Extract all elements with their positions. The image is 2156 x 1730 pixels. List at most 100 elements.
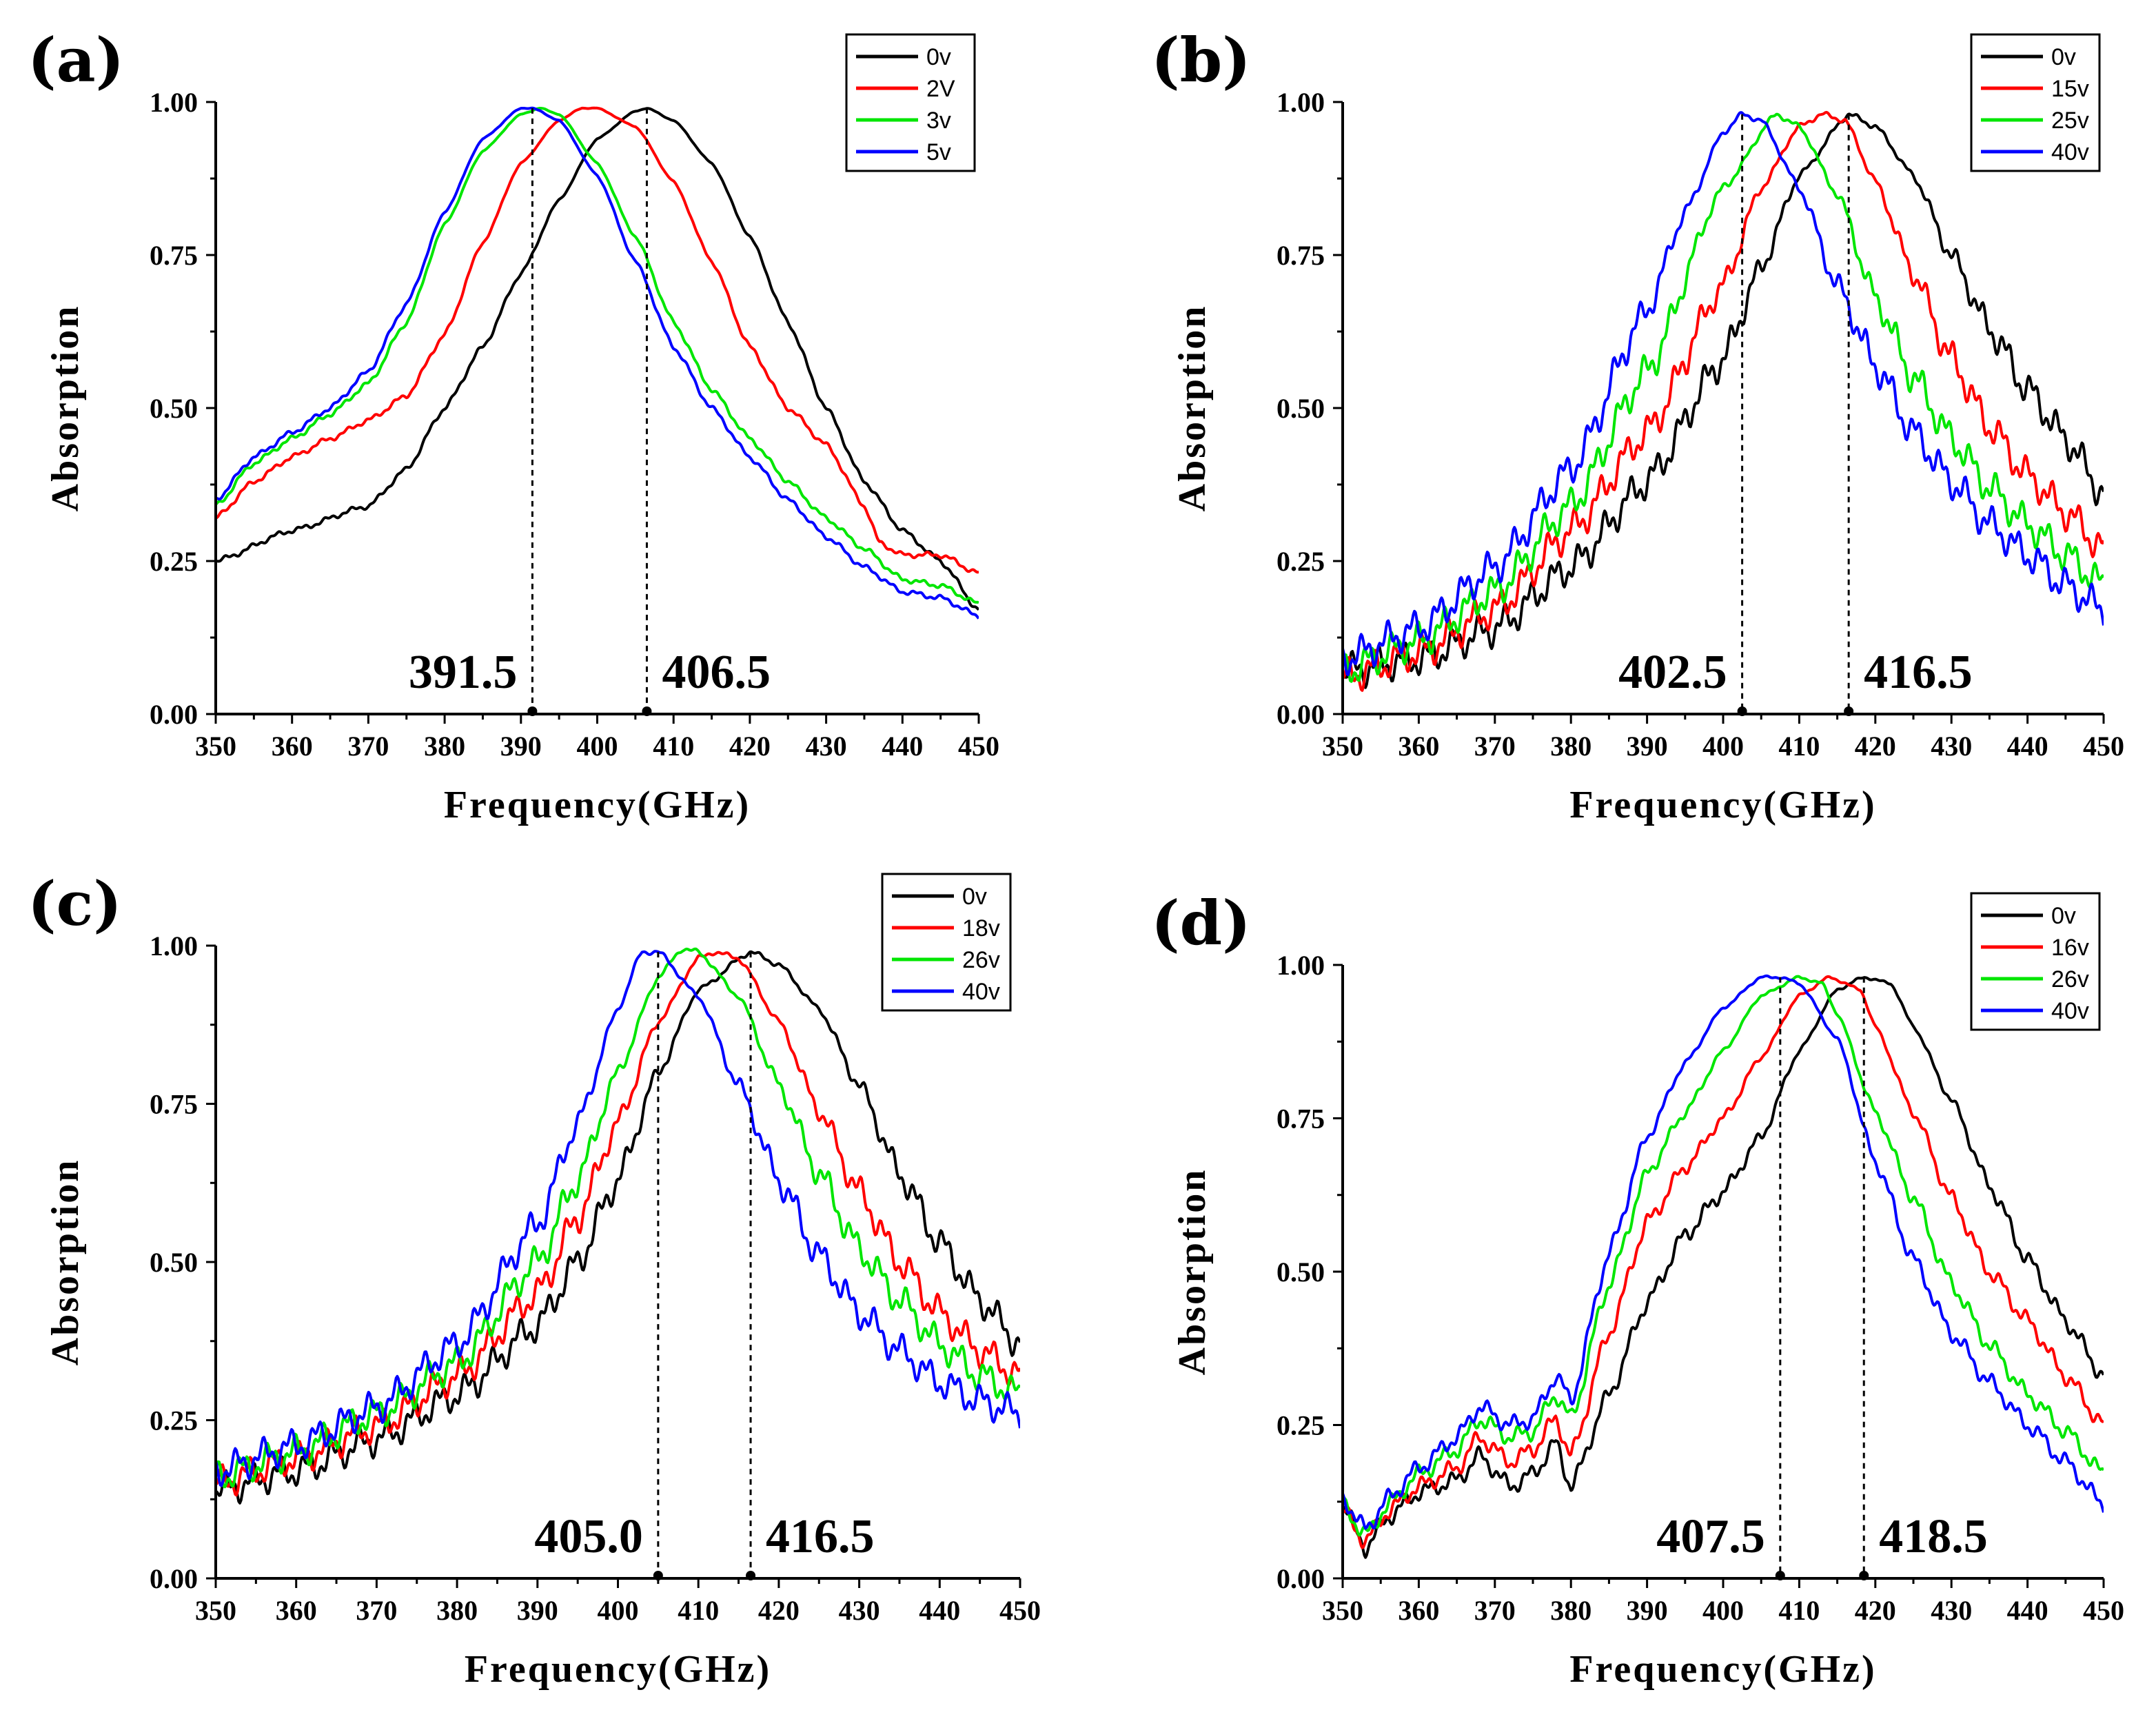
- x-axis-label: Frequency(GHz): [465, 1648, 771, 1691]
- x-tick-label: 420: [729, 731, 771, 762]
- series-line-25v: [1343, 112, 2104, 683]
- peak-label: 416.5: [766, 1510, 875, 1563]
- legend-entry: 15v: [2051, 76, 2089, 102]
- x-tick-label: 370: [347, 731, 389, 762]
- x-tick-label: 450: [958, 731, 999, 762]
- y-tick-label: 0.00: [150, 1563, 198, 1594]
- series-line-0v: [216, 950, 1020, 1505]
- y-tick-label: 0.50: [150, 1247, 198, 1278]
- x-tick-label: 400: [1702, 1595, 1744, 1626]
- x-axis-label: Frequency(GHz): [1569, 784, 1876, 826]
- x-tick-label: 410: [1778, 731, 1820, 762]
- x-tick-label: 380: [1550, 731, 1591, 762]
- legend-entry: 0v: [2051, 44, 2076, 70]
- y-tick-label: 0.25: [150, 546, 198, 577]
- y-tick-label: 0.00: [1277, 699, 1325, 730]
- x-tick-label: 430: [806, 731, 847, 762]
- series-line-40v: [1343, 974, 2104, 1530]
- y-axis-label: Absorption: [44, 305, 87, 512]
- legend-entry: 26v: [962, 947, 1000, 973]
- x-tick-label: 380: [436, 1595, 478, 1626]
- chart-panel-c: (c) 405.0 416.5 350 360 370 380 390 400 410 420 430…: [28, 868, 1041, 1691]
- legend-entry: 40v: [2051, 139, 2089, 165]
- series-line-15v: [1343, 110, 2104, 692]
- peak-marker: 391.5: [409, 108, 538, 716]
- chart-panel-b: (b) 402.5 416.5 350 360 370 380 390 400 410 420 430…: [1151, 24, 2124, 826]
- legend: 0v 18v 26v 40v: [881, 873, 1012, 1012]
- legend-entry: 0v: [926, 44, 951, 70]
- y-tick-label: 0.25: [1277, 1410, 1325, 1441]
- peak-marker: 406.5: [642, 108, 771, 716]
- series-line-16v: [1343, 975, 2104, 1549]
- x-tick-label: 400: [1702, 731, 1744, 762]
- x-tick-label: 370: [1474, 731, 1516, 762]
- x-tick-label: 450: [2083, 731, 2124, 762]
- chart-panel-d: (d) 407.5 418.5 350 360 370 380 390 400 410 420 430…: [1151, 887, 2124, 1691]
- legend-entry: 16v: [2051, 935, 2089, 961]
- x-tick-label: 440: [882, 731, 923, 762]
- peak-label: 391.5: [409, 646, 518, 699]
- series-line-0v: [216, 107, 979, 611]
- y-tick-label: 0.50: [1277, 1256, 1325, 1288]
- panel-label: (c): [28, 868, 122, 939]
- x-tick-label: 390: [1627, 1595, 1668, 1626]
- series-group: [1343, 110, 2104, 692]
- series-line-5v: [216, 106, 979, 620]
- legend-entry: 40v: [2051, 998, 2089, 1024]
- peak-label: 416.5: [1864, 646, 1973, 699]
- series-line-2V: [216, 106, 979, 574]
- y-tick-label: 0.25: [1277, 546, 1325, 577]
- x-tick-label: 400: [598, 1595, 639, 1626]
- y-tick-label: 1.00: [150, 930, 198, 961]
- x-tick-label: 360: [272, 731, 313, 762]
- series-group: [1343, 974, 2104, 1559]
- y-tick-label: 1.00: [1277, 950, 1325, 981]
- x-tick-label: 450: [2083, 1595, 2124, 1626]
- x-tick-label: 450: [999, 1595, 1041, 1626]
- series-line-0v: [1343, 112, 2104, 689]
- x-tick-label: 420: [1855, 1595, 1896, 1626]
- panel-label: (d): [1151, 887, 1251, 959]
- legend-entry: 26v: [2051, 966, 2089, 993]
- x-tick-label: 440: [2007, 1595, 2048, 1626]
- x-axis-label: Frequency(GHz): [444, 784, 751, 826]
- legend: 0v 2V 3v 5v: [845, 33, 976, 172]
- x-tick-label: 410: [1778, 1595, 1820, 1626]
- legend-entry: 18v: [962, 915, 1000, 942]
- y-tick-label: 0.00: [150, 699, 198, 730]
- peak-label: 418.5: [1879, 1510, 1988, 1563]
- y-axis-label: Absorption: [1171, 1168, 1214, 1376]
- x-tick-label: 350: [1322, 1595, 1363, 1626]
- series-line-18v: [216, 950, 1020, 1497]
- x-tick-label: 370: [1474, 1595, 1516, 1626]
- peak-marker: 416.5: [746, 952, 875, 1580]
- series-line-26v: [1343, 975, 2104, 1537]
- legend-entry: 3v: [926, 108, 951, 134]
- y-tick-label: 0.00: [1277, 1563, 1325, 1594]
- x-axis-label: Frequency(GHz): [1569, 1648, 1876, 1691]
- peak-label: 402.5: [1618, 646, 1727, 699]
- x-tick-label: 350: [1322, 731, 1363, 762]
- x-tick-label: 400: [577, 731, 618, 762]
- legend-entry: 5v: [926, 139, 951, 165]
- peak-marker: 416.5: [1844, 114, 1973, 716]
- x-tick-label: 430: [1931, 1595, 1972, 1626]
- series-line-40v: [216, 950, 1020, 1487]
- x-tick-label: 360: [1398, 1595, 1439, 1626]
- legend-entry: 0v: [962, 884, 987, 910]
- y-tick-label: 1.00: [1277, 87, 1325, 118]
- x-tick-label: 420: [1855, 731, 1896, 762]
- panel-label: (a): [28, 24, 124, 96]
- x-tick-label: 350: [195, 1595, 236, 1626]
- x-tick-label: 430: [1931, 731, 1972, 762]
- y-axis-label: Absorption: [44, 1159, 87, 1366]
- x-tick-label: 390: [517, 1595, 558, 1626]
- legend-entry: 2V: [926, 76, 955, 102]
- y-tick-label: 0.50: [1277, 393, 1325, 424]
- x-tick-label: 410: [678, 1595, 719, 1626]
- x-tick-label: 370: [356, 1595, 397, 1626]
- y-tick-label: 0.25: [150, 1405, 198, 1436]
- x-tick-label: 390: [1627, 731, 1668, 762]
